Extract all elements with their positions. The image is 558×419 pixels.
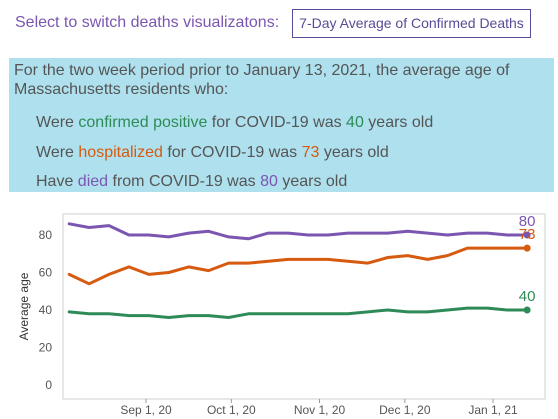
series-end-point-confirmed [523,306,531,314]
hospitalized-value: 73 [301,144,320,161]
confirmed-key: confirmed positive [78,114,208,131]
y-tick-label: 20 [39,341,53,355]
switch-visualization-button[interactable]: 7-Day Average of Confirmed Deaths [292,9,531,38]
x-tick-label: Dec 1, 20 [379,403,431,417]
info-line-hospitalized: Were hospitalized for COVID-19 was 73 ye… [36,144,389,161]
info-line-died: Have died from COVID-19 was 80 years old [36,173,348,190]
info-box: For the two week period prior to January… [9,58,554,192]
info-intro: For the two week period prior to January… [14,62,510,98]
plot-frame [62,213,546,400]
hospitalized-key: hospitalized [78,144,163,161]
x-tick-label: Oct 1, 20 [207,403,256,417]
x-tick-label: Nov 1, 20 [294,403,346,417]
info-line-confirmed: Were confirmed positive for COVID-19 was… [36,114,434,131]
top-bar: Select to switch deaths visualizatons: 7… [0,0,558,50]
y-tick-label: 40 [39,303,53,317]
y-tick-label: 0 [45,378,52,392]
died-key: died [77,173,109,190]
series-end-point-hospitalized [523,244,531,252]
x-tick-label: Sep 1, 20 [120,403,172,417]
series-line-hospitalized [67,246,529,286]
confirmed-value: 40 [346,114,364,131]
series-line-died [67,222,529,241]
y-axis-title: Average age [17,272,31,340]
series-end-point-died [523,231,531,239]
series-end-label-died: 80 [519,213,536,230]
series-end-label-confirmed: 40 [519,288,536,305]
died-value: 80 [260,173,278,190]
switch-label: Select to switch deaths visualizatons: [15,14,280,31]
series-line-confirmed [67,306,529,319]
series-end-label-hospitalized: 73 [519,226,536,243]
x-tick-label: Jan 1, 21 [468,403,518,417]
y-tick-label: 60 [39,266,53,280]
average-age-chart: 0 20 40 60 80 Average age Sep 1, 20 Oct 1, 20 No… [17,213,546,417]
y-tick-label: 80 [39,228,53,242]
